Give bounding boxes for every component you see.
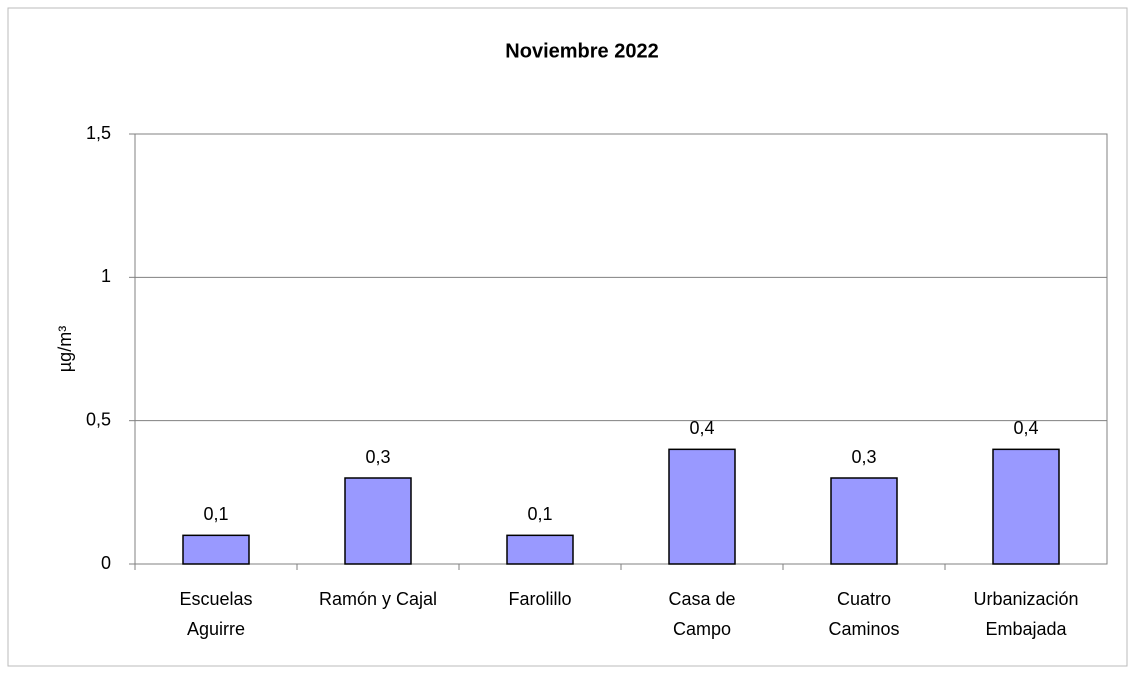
value-label: 0,4 [1013,418,1038,438]
chart-title: Noviembre 2022 [505,40,658,62]
plot-area [134,133,1108,565]
y-tick-label: 1,5 [86,123,111,143]
bar [344,477,412,565]
bar [668,448,736,565]
x-tick-label: Farolillo [508,589,571,609]
value-label: 0,3 [365,447,390,467]
x-tick-label: Urbanización Embajada [973,589,1078,639]
value-label: 0,3 [851,447,876,467]
y-tick-label: 0,5 [86,409,111,429]
y-axis-label: µg/m³ [55,326,75,372]
bar [992,448,1060,565]
x-tick-label: Ramón y Cajal [319,589,437,609]
value-label: 0,1 [527,504,552,524]
x-tick-label: Escuelas Aguirre [179,589,252,639]
x-tick-label: Cuatro Caminos [828,589,899,639]
y-tick-label: 1 [101,266,111,286]
bar [182,534,250,565]
value-label: 0,1 [203,504,228,524]
chart-border [7,7,1128,667]
bar [830,477,898,565]
x-tick-label: Casa de Campo [668,589,735,639]
value-label: 0,4 [689,418,714,438]
bar [506,534,574,565]
y-tick-label: 0 [101,553,111,573]
